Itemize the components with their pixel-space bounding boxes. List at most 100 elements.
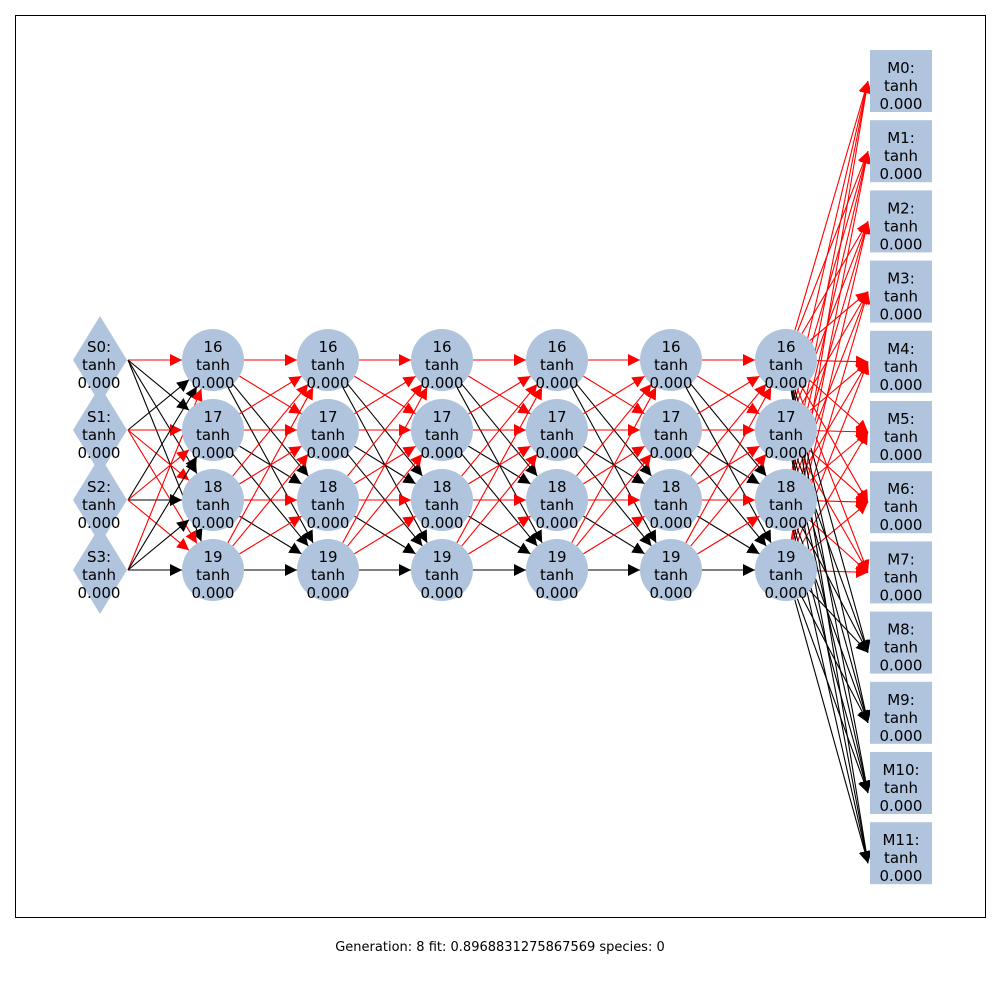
hidden-name: 17 <box>432 408 451 426</box>
square-shape <box>870 260 932 323</box>
square-shape <box>870 50 932 112</box>
hidden-name: 18 <box>432 478 451 496</box>
hidden-name: 17 <box>203 408 222 426</box>
hidden-activation: tanh <box>540 566 574 584</box>
hidden-activation: tanh <box>196 426 230 444</box>
hidden-node: 17 tanh 0.000 <box>297 399 359 462</box>
hidden-label: 19 tanh 0.000 <box>192 548 235 602</box>
motor-node: M2: tanh 0.000 <box>870 190 932 253</box>
edge-hidden-to-motor <box>816 425 869 438</box>
motor-name: M10: <box>882 761 919 779</box>
motor-name: M1: <box>887 129 915 147</box>
motor-activation: tanh <box>884 77 918 95</box>
edge-hidden-to-hidden <box>347 453 423 547</box>
motor-activation: tanh <box>884 358 918 376</box>
edge-hidden-to-hidden <box>354 375 416 415</box>
hidden-name: 18 <box>318 478 337 496</box>
sensor-node: S2: tanh 0.000 <box>73 456 127 544</box>
motor-label: M4: tanh 0.000 <box>880 340 923 394</box>
sensor-label: S1: tanh 0.000 <box>78 408 121 462</box>
edge-hidden-to-motor <box>816 355 869 368</box>
hidden-name: 17 <box>547 408 566 426</box>
edge-hidden-to-motor <box>791 390 872 794</box>
motor-node: M1: tanh 0.000 <box>870 120 932 183</box>
hidden-node: 18 tanh 0.000 <box>182 469 244 532</box>
hidden-name: 17 <box>776 408 795 426</box>
edge-sensor-to-hidden <box>127 456 198 571</box>
hidden-value: 0.000 <box>650 514 693 532</box>
hidden-value: 0.000 <box>536 514 579 532</box>
edge-hidden-to-hidden <box>685 386 772 544</box>
hidden-name: 19 <box>203 548 222 566</box>
edge-hidden-to-motor <box>809 361 869 411</box>
hidden-activation: tanh <box>425 356 459 374</box>
hidden-node: 19 tanh 0.000 <box>182 539 244 602</box>
edge-hidden-to-hidden <box>354 515 416 555</box>
hidden-label: 18 tanh 0.000 <box>765 478 808 532</box>
sensor-node: S0: tanh 0.000 <box>73 316 127 404</box>
motor-label: M11: tanh 0.000 <box>880 831 923 885</box>
circle-shape <box>411 329 473 391</box>
motor-name: M3: <box>887 270 915 288</box>
edge-hidden-to-hidden <box>697 515 760 555</box>
hidden-name: 16 <box>318 338 337 356</box>
edge-hidden-to-hidden <box>697 375 760 415</box>
edges-layer <box>127 80 872 864</box>
edge-hidden-to-hidden <box>468 375 531 415</box>
edge-sensor-to-hidden <box>127 429 190 481</box>
sensor-value: 0.000 <box>78 374 121 392</box>
edge-sensor-to-hidden <box>127 359 190 411</box>
motor-label: M6: tanh 0.000 <box>880 480 923 534</box>
motor-activation: tanh <box>884 428 918 446</box>
hidden-node: 16 tanh 0.000 <box>411 329 473 392</box>
square-shape <box>870 681 932 744</box>
hidden-label: 18 tanh 0.000 <box>192 478 235 532</box>
hidden-name: 19 <box>661 548 680 566</box>
edge-hidden-to-hidden <box>576 383 652 477</box>
edge-hidden-to-motor <box>801 221 869 334</box>
hidden-label: 17 tanh 0.000 <box>192 408 235 462</box>
motor-name: M0: <box>887 59 915 77</box>
circle-shape <box>411 539 473 601</box>
edge-hidden-to-motor <box>809 379 869 433</box>
edge-hidden-to-hidden <box>576 453 652 547</box>
sensor-value: 0.000 <box>78 584 121 602</box>
edge-hidden-to-motor <box>796 598 870 794</box>
motor-node: M5: tanh 0.000 <box>870 401 932 464</box>
hidden-label: 19 tanh 0.000 <box>536 548 579 602</box>
motor-value: 0.000 <box>880 376 923 394</box>
square-shape <box>870 471 932 534</box>
edge-hidden-to-hidden <box>232 453 309 547</box>
hidden-activation: tanh <box>425 496 459 514</box>
hidden-label: 19 tanh 0.000 <box>650 548 693 602</box>
hidden-name: 19 <box>318 548 337 566</box>
motor-value: 0.000 <box>880 446 923 464</box>
hidden-name: 18 <box>203 478 222 496</box>
hidden-node: 19 tanh 0.000 <box>755 539 817 602</box>
hidden-label: 16 tanh 0.000 <box>650 338 693 392</box>
hidden-value: 0.000 <box>307 584 350 602</box>
hidden-value: 0.000 <box>536 374 579 392</box>
square-shape <box>870 120 932 183</box>
motor-label: M5: tanh 0.000 <box>880 410 923 464</box>
sensor-activation: tanh <box>82 566 116 584</box>
sensor-label: S3: tanh 0.000 <box>78 548 121 602</box>
hidden-activation: tanh <box>311 426 345 444</box>
motor-value: 0.000 <box>880 657 923 675</box>
motor-value: 0.000 <box>880 235 923 253</box>
hidden-name: 17 <box>661 408 680 426</box>
hidden-node: 18 tanh 0.000 <box>411 469 473 532</box>
hidden-value: 0.000 <box>192 374 235 392</box>
square-shape <box>870 330 932 393</box>
circle-shape <box>640 399 702 461</box>
edge-hidden-to-hidden <box>456 386 543 544</box>
sensor-node: S1: tanh 0.000 <box>73 386 127 474</box>
square-shape <box>870 401 932 463</box>
hidden-node: 17 tanh 0.000 <box>526 399 588 462</box>
hidden-activation: tanh <box>425 566 459 584</box>
hidden-activation: tanh <box>196 496 230 514</box>
circle-shape <box>182 399 244 461</box>
sensor-name: S3: <box>87 548 111 566</box>
edge-hidden-to-hidden <box>690 453 767 547</box>
